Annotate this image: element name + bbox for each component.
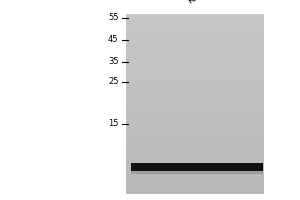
- Text: 15: 15: [108, 119, 119, 129]
- Bar: [0, 0, 126, 200]
- Text: 25: 25: [108, 77, 119, 86]
- Bar: [0, 0, 300, 14]
- Text: 55: 55: [108, 14, 119, 22]
- Bar: [0, 194, 300, 200]
- Text: 35: 35: [108, 58, 119, 66]
- Text: 45: 45: [108, 36, 119, 45]
- Text: K562: K562: [176, 0, 196, 6]
- Bar: [130, 171, 262, 174]
- Bar: [130, 163, 262, 171]
- Bar: [264, 0, 300, 200]
